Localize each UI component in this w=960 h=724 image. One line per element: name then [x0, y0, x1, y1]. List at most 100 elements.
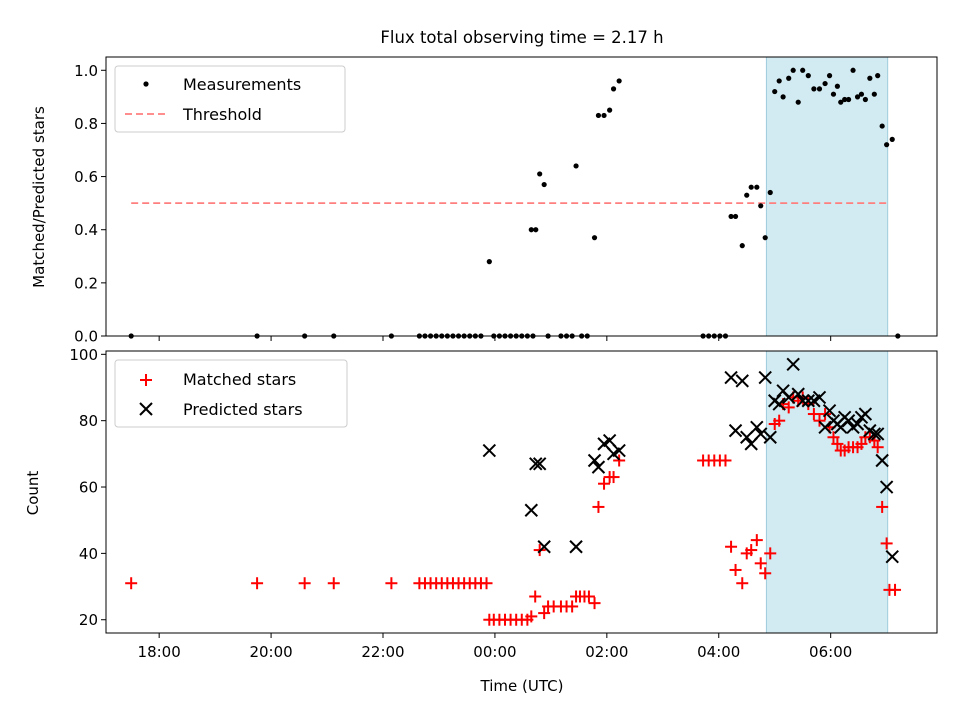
matched-star-point: [759, 567, 772, 580]
measurement-point: [845, 96, 852, 103]
matched-star-point: [125, 577, 138, 590]
top-panel-legend: Measurements Threshold: [114, 65, 346, 133]
measurement-point: [842, 96, 848, 103]
predicted-star-point: [724, 370, 738, 385]
predicted-star-point: [867, 427, 882, 441]
matched-star-point: [745, 544, 758, 557]
predicted-star-point: [750, 420, 764, 435]
predicted-star-point: [786, 357, 800, 371]
measurement-point: [591, 235, 598, 241]
measurement-point: [744, 192, 750, 198]
matched-star-point: [880, 537, 893, 550]
predicted-star-point: [781, 390, 796, 405]
top-panel-shaded-region: [765, 56, 889, 337]
x-tick-label: 22:00: [361, 643, 404, 661]
measurement-point: [790, 67, 796, 73]
matched-star-point: [773, 414, 786, 427]
y-tick-label: 80: [79, 412, 98, 430]
matched-star-point: [813, 414, 826, 427]
top-panel-y-axis-label: Matched/Predicted stars: [30, 106, 48, 288]
measurement-point: [862, 96, 868, 103]
measurement-point: [728, 213, 734, 220]
matched-star-point: [750, 534, 763, 547]
bottom-panel-x-ticks: 18:00 20:00 22:00 00:00 02:00 04:00 06:00: [138, 633, 852, 661]
top-panel-x-ticks: [158, 336, 832, 341]
predicted-star-point: [795, 394, 810, 408]
bottom-panel-frame: [105, 350, 938, 634]
matched-star-point: [251, 577, 264, 590]
matched-star-point: [729, 563, 742, 576]
measurement-point: [601, 112, 607, 119]
measurement-point: [884, 142, 890, 148]
predicted-star-point: [569, 540, 583, 554]
measurement-point: [595, 112, 602, 119]
measurement-point: [616, 78, 622, 84]
predicted-star-point: [612, 443, 626, 458]
matched-star-point: [876, 500, 889, 513]
predicted-star-point: [758, 370, 772, 385]
matched-star-point: [598, 477, 611, 490]
y-tick-label: 0.4: [74, 221, 98, 239]
measurement-point: [786, 75, 792, 81]
bottom-legend-frame: [114, 359, 348, 428]
matched-star-point: [607, 471, 620, 484]
predicted-star-point: [822, 404, 837, 418]
measurement-point: [826, 73, 833, 79]
matched-star-point: [807, 408, 820, 421]
measurement-point: [776, 78, 782, 84]
matched-star-point: [538, 607, 551, 620]
measurement-point: [800, 67, 806, 73]
predicted-star-point: [754, 427, 768, 441]
legend-matched-label: Matched stars: [183, 370, 296, 389]
measurement-point: [830, 91, 837, 97]
x-tick-label: 04:00: [697, 643, 740, 661]
matched-star-point: [764, 547, 777, 560]
matched-star-point: [827, 431, 840, 444]
measurement-point: [541, 181, 547, 188]
y-tick-label: 100: [69, 346, 98, 364]
matched-star-point: [889, 583, 902, 596]
predicted-star-point: [801, 394, 816, 408]
measurement-point: [758, 203, 764, 209]
top-panel: 0.0 0.2 0.4 0.6 0.8 1.0 Matched/Predicted sta…: [30, 56, 938, 346]
measurement-point: [867, 75, 873, 81]
predicted-star-point: [728, 423, 743, 438]
predicted-star-point: [875, 453, 889, 468]
matched-star-point: [582, 590, 595, 603]
measurement-point: [838, 99, 844, 105]
measurement-point: [533, 227, 539, 233]
measurement-point: [858, 91, 865, 97]
legend-predicted-marker: [139, 402, 153, 416]
x-tick-label: 06:00: [809, 643, 852, 661]
predicted-star-point: [885, 549, 899, 564]
x-tick-label: 00:00: [473, 643, 516, 661]
y-tick-label: 0.6: [74, 168, 98, 186]
predicted-star-point: [740, 430, 754, 444]
bottom-panel-y-axis-label: Count: [24, 471, 42, 516]
matched-star-point: [327, 577, 340, 590]
measurement-point: [871, 91, 877, 97]
legend-threshold-label: Threshold: [182, 105, 262, 124]
predicted-star-point: [870, 427, 885, 441]
y-tick-label: 40: [79, 545, 98, 563]
y-tick-label: 60: [79, 479, 98, 497]
measurement-point: [875, 73, 881, 79]
measurement-point: [805, 73, 811, 79]
matched-star-point: [725, 540, 738, 553]
measurement-point: [822, 80, 828, 87]
matched-star-point: [592, 500, 605, 513]
matched-star-point: [525, 610, 538, 623]
measurement-point: [573, 163, 579, 169]
predicted-star-point: [591, 460, 606, 474]
measurement-point: [854, 94, 861, 100]
measurement-point: [772, 88, 778, 95]
measurement-point: [780, 94, 786, 100]
matched-star-point: [871, 441, 884, 454]
predicted-star-point: [735, 374, 749, 388]
y-tick-label: 0.0: [74, 328, 98, 346]
y-tick-label: 1.0: [74, 62, 98, 80]
top-panel-y-ticks: 0.0 0.2 0.4 0.6 0.8 1.0: [74, 62, 106, 346]
matched-star-point: [613, 454, 626, 467]
matched-star-point: [736, 577, 749, 590]
measurement-point: [607, 107, 613, 113]
